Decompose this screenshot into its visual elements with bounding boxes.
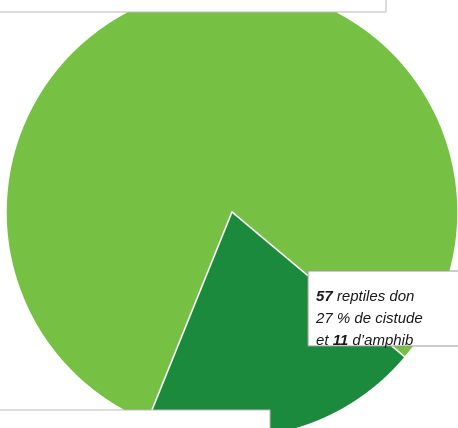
annotation-text: 27 % de cistude xyxy=(315,310,423,327)
annotation: 57 reptiles don 27 % de cistude et 11 d’am… xyxy=(315,288,423,349)
annotation-line: 27 % de cistude xyxy=(315,310,423,327)
annotation-line: et 11 d’amphib xyxy=(316,332,413,349)
pie-slice xyxy=(5,0,458,423)
annotation-box xyxy=(307,270,458,347)
annotation-text: et xyxy=(316,332,333,349)
bottom-box xyxy=(0,409,271,428)
annotation-text: reptiles don xyxy=(333,288,415,305)
annotation-number: 57 xyxy=(316,288,333,305)
top-box xyxy=(0,0,387,13)
pie-slice xyxy=(146,210,407,428)
annotation-text: d’amphib xyxy=(348,332,413,349)
pie xyxy=(5,0,458,428)
annotation-number: 11 xyxy=(333,332,349,349)
annotation-line: 57 reptiles don xyxy=(316,288,414,305)
